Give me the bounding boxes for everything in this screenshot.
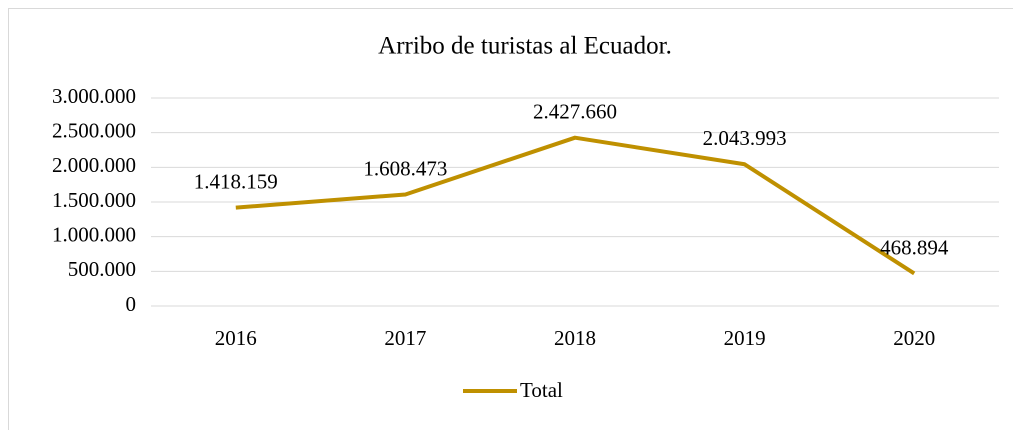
data-label: 2.043.993 — [703, 126, 787, 150]
x-tick-label: 2016 — [215, 326, 257, 350]
y-tick-label: 1.500.000 — [52, 188, 136, 212]
legend-label: Total — [520, 378, 563, 402]
x-tick-label: 2020 — [893, 326, 935, 350]
data-label: 1.418.159 — [194, 169, 278, 193]
y-tick-label: 1.000.000 — [52, 222, 136, 246]
data-label: 1.608.473 — [363, 156, 447, 180]
y-tick-label: 2.000.000 — [52, 153, 136, 177]
x-tick-label: 2017 — [384, 326, 426, 350]
y-tick-label: 3.000.000 — [52, 84, 136, 108]
y-tick-label: 2.500.000 — [52, 118, 136, 142]
y-tick-label: 0 — [126, 292, 137, 316]
chart-border — [8, 8, 1013, 430]
line — [235, 135, 916, 276]
data-label: 2.427.660 — [533, 99, 617, 123]
x-tick-label: 2018 — [554, 326, 596, 350]
chart-title: Arribo de turistas al Ecuador. — [378, 33, 672, 60]
y-tick-label: 500.000 — [68, 257, 136, 281]
data-label: 468.894 — [880, 235, 949, 259]
x-tick-label: 2019 — [724, 326, 766, 350]
